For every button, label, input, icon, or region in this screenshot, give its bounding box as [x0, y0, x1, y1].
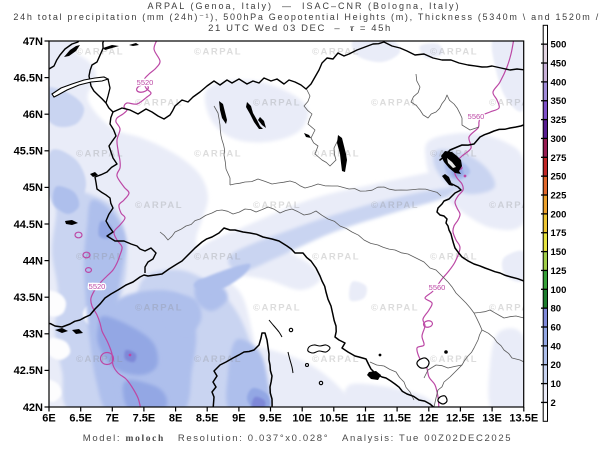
svg-text:250: 250 [551, 172, 567, 183]
svg-text:7.5E: 7.5E [133, 413, 156, 425]
svg-text:44.5N: 44.5N [14, 219, 43, 231]
svg-text:©ARPAL: ©ARPAL [312, 149, 360, 160]
svg-text:42.5N: 42.5N [14, 365, 43, 377]
svg-text:10.5E: 10.5E [319, 413, 348, 425]
svg-text:©ARPAL: ©ARPAL [253, 303, 301, 314]
svg-text:©ARPAL: ©ARPAL [371, 200, 419, 211]
svg-text:©ARPAL: ©ARPAL [430, 252, 478, 263]
svg-text:©ARPAL: ©ARPAL [489, 200, 537, 211]
svg-text:©ARPAL: ©ARPAL [135, 200, 183, 211]
svg-text:60: 60 [551, 323, 562, 334]
svg-text:©ARPAL: ©ARPAL [76, 252, 124, 263]
svg-text:©ARPAL: ©ARPAL [312, 354, 360, 365]
svg-text:40: 40 [551, 341, 562, 352]
svg-text:10: 10 [551, 379, 562, 390]
svg-text:5520: 5520 [137, 78, 154, 87]
svg-text:©ARPAL: ©ARPAL [194, 354, 242, 365]
svg-text:©ARPAL: ©ARPAL [76, 354, 124, 365]
svg-text:150: 150 [551, 247, 567, 258]
svg-text:©ARPAL: ©ARPAL [194, 149, 242, 160]
svg-text:47N: 47N [23, 36, 43, 48]
svg-text:13.5E: 13.5E [509, 413, 538, 425]
svg-text:325: 325 [551, 115, 568, 126]
svg-text:5560: 5560 [429, 283, 446, 292]
svg-text:©ARPAL: ©ARPAL [430, 354, 478, 365]
svg-text:Model: moloch Resolution: 0.: Model: moloch Resolution: 0.037°x0.028° … [83, 433, 512, 444]
svg-text:©ARPAL: ©ARPAL [489, 98, 537, 109]
svg-text:©ARPAL: ©ARPAL [312, 47, 360, 58]
svg-text:8.5E: 8.5E [196, 413, 219, 425]
svg-text:©ARPAL: ©ARPAL [489, 303, 537, 314]
svg-text:©ARPAL: ©ARPAL [430, 47, 478, 58]
svg-text:©ARPAL: ©ARPAL [312, 252, 360, 263]
svg-text:9.5E: 9.5E [259, 413, 282, 425]
svg-text:350: 350 [551, 96, 567, 107]
svg-text:5520: 5520 [89, 282, 106, 291]
svg-text:46.5N: 46.5N [14, 72, 43, 84]
svg-text:©ARPAL: ©ARPAL [194, 252, 242, 263]
svg-text:11.5E: 11.5E [383, 413, 411, 425]
svg-text:11E: 11E [356, 413, 375, 425]
svg-text:12E: 12E [419, 413, 439, 425]
svg-text:45.5N: 45.5N [14, 146, 43, 158]
svg-text:225: 225 [551, 191, 568, 202]
svg-text:175: 175 [551, 228, 568, 239]
svg-text:125: 125 [551, 266, 568, 277]
svg-text:10E: 10E [292, 413, 312, 425]
svg-text:21 UTC Wed 03 DEC – τ = 45h: 21 UTC Wed 03 DEC – τ = 45h [208, 23, 392, 34]
svg-text:13E: 13E [482, 413, 502, 425]
svg-text:200: 200 [551, 209, 567, 220]
svg-text:43N: 43N [23, 329, 43, 341]
svg-text:450: 450 [551, 59, 567, 70]
svg-text:©ARPAL: ©ARPAL [76, 47, 124, 58]
svg-text:©ARPAL: ©ARPAL [371, 98, 419, 109]
svg-text:300: 300 [551, 134, 567, 145]
svg-text:400: 400 [551, 77, 567, 88]
svg-text:80: 80 [551, 304, 562, 315]
svg-text:275: 275 [551, 153, 568, 164]
svg-text:©ARPAL: ©ARPAL [253, 200, 301, 211]
svg-text:©ARPAL: ©ARPAL [371, 303, 419, 314]
svg-text:7E: 7E [106, 413, 119, 425]
svg-text:©ARPAL: ©ARPAL [135, 98, 183, 109]
svg-text:42N: 42N [23, 402, 43, 414]
svg-text:©ARPAL: ©ARPAL [253, 98, 301, 109]
svg-text:43.5N: 43.5N [14, 292, 43, 304]
svg-text:9E: 9E [232, 413, 245, 425]
svg-text:45N: 45N [23, 182, 43, 194]
svg-text:8E: 8E [169, 413, 182, 425]
svg-text:©ARPAL: ©ARPAL [135, 303, 183, 314]
svg-text:46N: 46N [23, 109, 43, 121]
svg-text:5560: 5560 [468, 112, 485, 121]
svg-text:2: 2 [551, 398, 556, 409]
svg-text:24h total precipitation (mm (2: 24h total precipitation (mm (24h)⁻¹), 50… [13, 12, 600, 22]
svg-text:100: 100 [551, 285, 567, 296]
svg-text:44N: 44N [23, 255, 43, 267]
svg-text:ARPAL (Genoa, Italy) — ISAC–: ARPAL (Genoa, Italy) — ISAC–CNR (Bologna… [147, 1, 460, 11]
svg-text:6.5E: 6.5E [69, 413, 92, 425]
svg-text:20: 20 [551, 360, 562, 371]
svg-text:12.5E: 12.5E [446, 413, 475, 425]
svg-text:6E: 6E [42, 413, 55, 425]
svg-text:©ARPAL: ©ARPAL [194, 47, 242, 58]
svg-text:500: 500 [551, 40, 567, 51]
svg-text:©ARPAL: ©ARPAL [76, 149, 124, 160]
